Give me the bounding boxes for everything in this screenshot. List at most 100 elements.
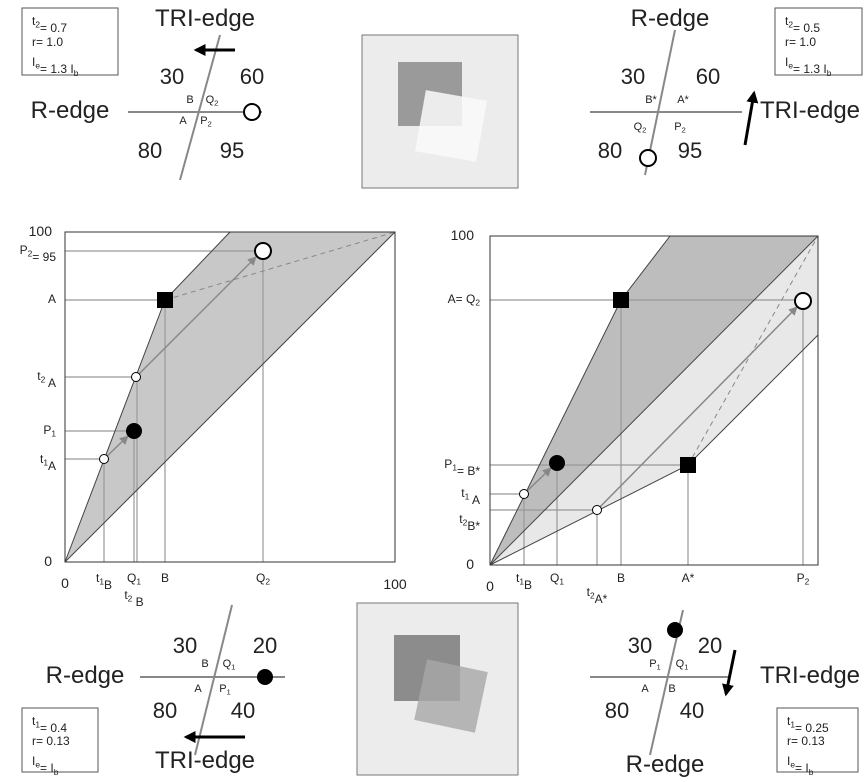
label: Q2 (206, 94, 219, 107)
label: 80 (153, 698, 177, 723)
label: 100 (451, 227, 475, 243)
square-marker (613, 292, 629, 308)
subscript: 1 (657, 662, 661, 671)
label: 20 (698, 633, 722, 658)
subscript: 1 (559, 577, 564, 587)
label: B (201, 658, 208, 670)
small-marker (520, 490, 529, 499)
text-part: = I (40, 761, 54, 775)
text-part: 40 (231, 698, 255, 723)
label: t2 B (124, 588, 143, 609)
label: R-edge (626, 751, 705, 778)
label: P1 (649, 658, 661, 671)
square-marker (680, 457, 696, 473)
text-part: A* (677, 94, 689, 106)
label: 20 (253, 633, 277, 658)
text-part: P (444, 457, 452, 471)
tri-square (415, 90, 487, 162)
tri-square (414, 659, 488, 733)
subscript: 2 (475, 298, 480, 308)
text-part: R-edge (46, 662, 125, 689)
label: R-edge (31, 97, 110, 124)
text-part: P (649, 658, 656, 670)
text-part: P (43, 423, 51, 437)
left-chart (65, 232, 395, 562)
small-marker (100, 455, 109, 464)
label: 40 (680, 698, 704, 723)
text-part: 80 (138, 138, 162, 163)
subscript: 2 (265, 577, 270, 587)
label: A* (682, 571, 695, 585)
label: TRI-edge (155, 747, 255, 774)
subscript: 2 (682, 125, 686, 134)
text-part: A (194, 683, 202, 695)
text-part: 60 (240, 64, 264, 89)
stimulus-top (362, 35, 518, 188)
label: 30 (173, 633, 197, 658)
label: Q2 (256, 571, 270, 587)
text-part: Q (127, 571, 136, 585)
label: 0 (466, 556, 474, 572)
text-part: TRI-edge (155, 747, 255, 774)
filled-marker (126, 423, 142, 439)
label: 80 (605, 698, 629, 723)
text-part: A (48, 292, 56, 306)
text-part: 0 (466, 556, 474, 572)
label: 40 (231, 698, 255, 723)
arrow (726, 650, 735, 694)
label: 30 (160, 64, 184, 89)
subscript: 2 (214, 98, 218, 107)
subscript: b (54, 767, 59, 777)
text-part: A* (595, 592, 608, 606)
label: 100 (29, 223, 53, 239)
subscript: 1 (51, 429, 56, 439)
label: r= 0.13 (787, 734, 825, 748)
label: t2B* (459, 512, 480, 533)
text-part: B* (645, 94, 657, 106)
text-part: 60 (696, 64, 720, 89)
label: P2= 95 (20, 243, 57, 264)
text-part: P (674, 121, 681, 133)
label: Q1 (676, 658, 689, 671)
square-marker (157, 292, 173, 308)
text-part: 0 (44, 553, 52, 569)
label: t1A (40, 452, 56, 473)
label: B (668, 683, 675, 695)
marker (257, 669, 273, 685)
label: t1 A (461, 486, 480, 507)
subscript: 1 (231, 662, 235, 671)
text-part: = 1.3 I (793, 62, 827, 76)
text-part: P (219, 683, 226, 695)
text-part: 0 (486, 578, 494, 594)
text-part: P (20, 243, 28, 257)
label: R-edge (46, 662, 125, 689)
text-part: A (48, 459, 56, 473)
top-right-cross (590, 8, 862, 175)
label: R-edge (631, 5, 710, 32)
tri-edge-line (180, 35, 220, 180)
label: A (194, 683, 202, 695)
label: 0 (61, 575, 69, 591)
label: A (48, 292, 56, 306)
text-part: r= 0.13 (32, 734, 70, 748)
subscript: 2 (805, 577, 810, 587)
text-part: B (161, 571, 169, 585)
label: t2 A (37, 369, 56, 390)
text-part: P (200, 115, 207, 127)
text-part: 40 (680, 698, 704, 723)
label: TRI-edge (760, 97, 860, 124)
small-marker (132, 373, 141, 382)
open-marker (255, 243, 271, 259)
text-part: 30 (628, 633, 652, 658)
label: t1B (516, 571, 532, 592)
text-part: Q (256, 571, 265, 585)
subscript: b (827, 68, 832, 78)
text-part: 30 (621, 64, 645, 89)
figure: TRI-edgeR-edge30608095BQ2AP2t2= 0.7r= 1.… (0, 0, 868, 782)
label: A* (677, 94, 689, 106)
text-part: = 0.5 (793, 21, 820, 35)
text-part: 100 (451, 227, 475, 243)
text-part: B (132, 595, 143, 609)
label: P2 (200, 115, 212, 128)
label: P1 (219, 683, 231, 696)
